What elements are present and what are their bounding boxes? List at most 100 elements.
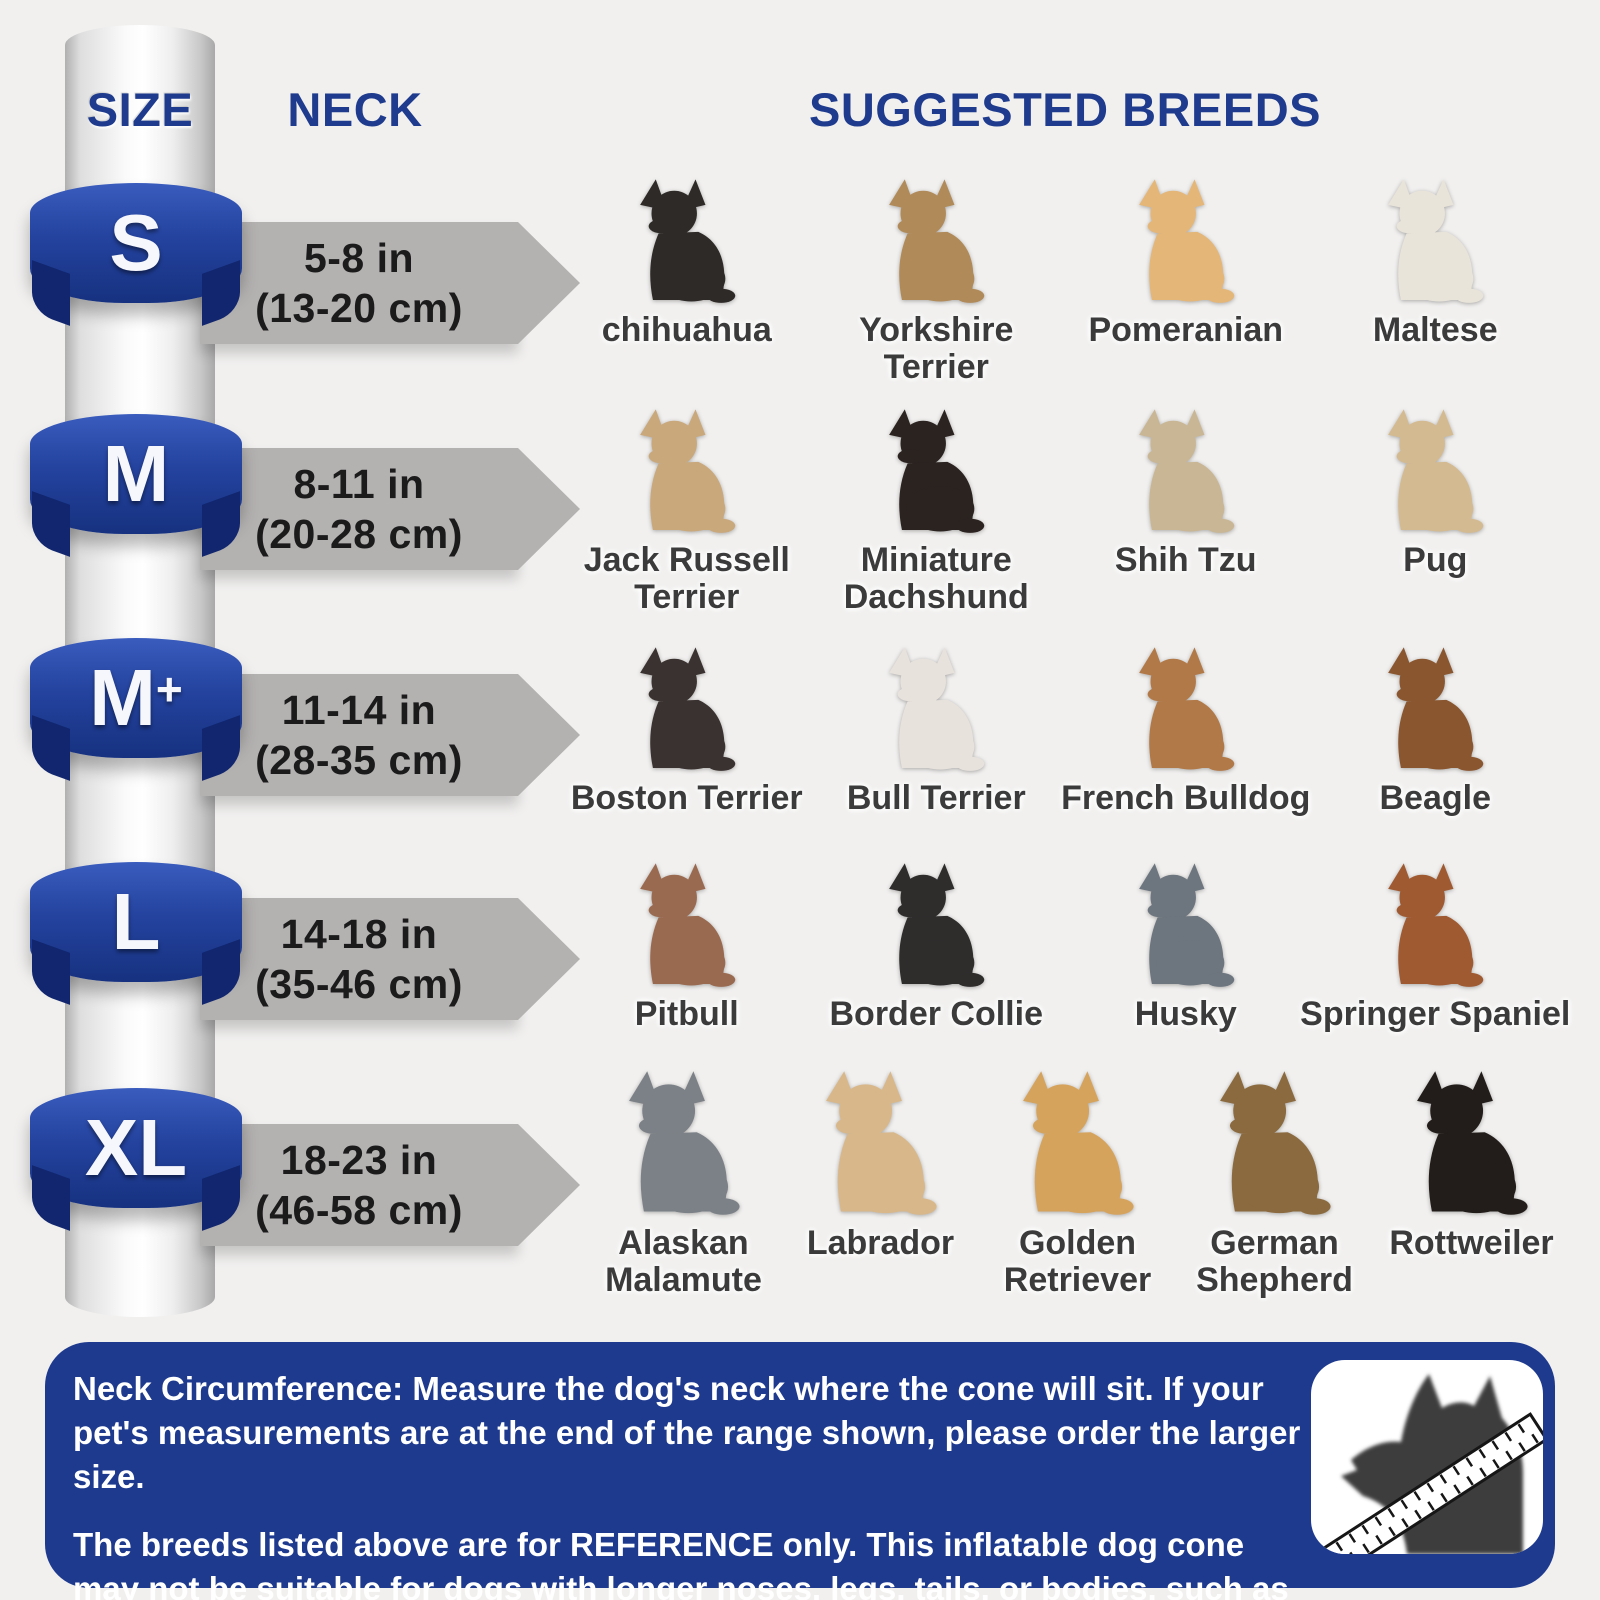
neck-range-arrow-m-plus: 11-14 in (28-35 cm)	[200, 674, 580, 796]
column-header-suggested-breeds: SUGGESTED BREEDS	[808, 83, 1322, 136]
column-header-neck: NECK	[287, 83, 423, 136]
dog-silhouette-icon	[616, 168, 758, 310]
neck-range-in: 5-8 in	[303, 234, 415, 281]
breed-name: Maltese	[1372, 311, 1498, 349]
size-band-s: S	[30, 183, 242, 303]
dog-silhouette-icon	[865, 398, 1007, 540]
size-letter-sup: +	[155, 663, 183, 715]
size-letter: M	[103, 434, 170, 514]
dog-silhouette-icon	[1115, 398, 1257, 540]
size-letter: XL	[85, 1108, 187, 1188]
size-letter: S	[109, 203, 162, 283]
breed-item: Maltese	[1311, 168, 1561, 387]
neck-range-arrow-s: 5-8 in (13-20 cm)	[200, 222, 580, 344]
size-letter-text: M	[89, 653, 156, 742]
breed-item: Springer Spaniel	[1300, 852, 1570, 1033]
breed-name: Jack Russell Terrier	[583, 541, 790, 617]
neck-measure-illustration	[1311, 1360, 1543, 1554]
neck-range-cm: (46-58 cm)	[255, 1187, 463, 1233]
breed-row-m-plus: Boston Terrier Bull Terrier French Bulld…	[562, 636, 1560, 817]
breed-name: chihuahua	[601, 311, 772, 349]
dog-neck-measure-icon	[1311, 1374, 1543, 1554]
breed-row-l: Pitbull Border Collie Husky Springer Spa…	[562, 852, 1570, 1033]
breed-name: Bull Terrier	[846, 779, 1026, 817]
breed-row-s: chihuahua Yorkshire Terrier Pomeranian M…	[562, 168, 1560, 387]
breed-item: Shih Tzu	[1061, 398, 1311, 617]
column-header-size: SIZE	[86, 83, 194, 136]
dog-silhouette-icon	[995, 1058, 1160, 1223]
breed-name: Husky	[1134, 995, 1237, 1033]
breed-name: French Bulldog	[1061, 779, 1311, 817]
neck-range-cm: (20-28 cm)	[255, 511, 463, 557]
breed-item: Beagle	[1311, 636, 1561, 817]
breed-row-xl: Alaskan Malamute Labrador Golden Retriev…	[585, 1058, 1570, 1300]
breed-name: Rottweiler	[1389, 1224, 1554, 1262]
breed-name: Alaskan Malamute	[605, 1224, 762, 1300]
breed-name: German Shepherd	[1196, 1224, 1353, 1300]
breed-item: chihuahua	[562, 168, 812, 387]
footer-paragraph-reference-note: The breeds listed above are for REFERENC…	[73, 1525, 1289, 1600]
size-band-m-plus: M+	[30, 638, 242, 758]
dog-silhouette-icon	[616, 852, 758, 994]
size-letter-text: M	[102, 429, 170, 518]
neck-range-in: 18-23 in	[280, 1136, 438, 1183]
size-band-m: M	[30, 414, 242, 534]
dog-silhouette-icon	[1364, 852, 1506, 994]
breed-item: Jack Russell Terrier	[562, 398, 812, 617]
size-band-l: L	[30, 862, 242, 982]
breed-item: Labrador	[782, 1058, 979, 1300]
breed-name: Shih Tzu	[1114, 541, 1257, 579]
dog-silhouette-icon	[1115, 852, 1257, 994]
dog-silhouette-icon	[601, 1058, 766, 1223]
dog-silhouette-icon	[1389, 1058, 1554, 1223]
breed-item: Pitbull	[562, 852, 812, 1033]
breed-item: Pomeranian	[1061, 168, 1311, 387]
dog-silhouette-icon	[616, 398, 758, 540]
breed-name: Border Collie	[829, 995, 1043, 1033]
dog-silhouette-icon	[616, 636, 758, 778]
size-letter-text: L	[111, 877, 161, 966]
breed-item: Boston Terrier	[562, 636, 812, 817]
breed-name: Boston Terrier	[570, 779, 803, 817]
breed-item: French Bulldog	[1061, 636, 1311, 817]
size-letter-text: XL	[84, 1103, 188, 1192]
breed-item: Alaskan Malamute	[585, 1058, 782, 1300]
breed-item: Border Collie	[812, 852, 1062, 1033]
footer-panel: Neck Circumference: Measure the dog's ne…	[45, 1342, 1555, 1600]
breed-name: Pomeranian	[1088, 311, 1284, 349]
breed-row-m: Jack Russell Terrier Miniature Dachshund…	[562, 398, 1560, 617]
neck-range-arrow-l: 14-18 in (35-46 cm)	[200, 898, 580, 1020]
dog-silhouette-icon	[1115, 636, 1257, 778]
breed-name: Yorkshire Terrier	[859, 311, 1014, 387]
dog-silhouette-icon	[1364, 398, 1506, 540]
breed-name: Golden Retriever	[1003, 1224, 1152, 1300]
breed-item: German Shepherd	[1176, 1058, 1373, 1300]
breed-item: Yorkshire Terrier	[812, 168, 1062, 387]
breed-name: Springer Spaniel	[1300, 995, 1571, 1033]
size-letter-text: S	[109, 198, 163, 287]
breed-item: Pug	[1311, 398, 1561, 617]
size-letter: M+	[89, 658, 183, 738]
dog-silhouette-icon	[1115, 168, 1257, 310]
size-letter: L	[112, 882, 161, 962]
neck-range-cm: (28-35 cm)	[255, 737, 463, 783]
neck-range-in: 14-18 in	[280, 910, 438, 957]
breed-item: Bull Terrier	[812, 636, 1062, 817]
dog-silhouette-icon	[865, 852, 1007, 994]
breed-item: Miniature Dachshund	[812, 398, 1062, 617]
dog-silhouette-icon	[865, 636, 1007, 778]
dog-silhouette-icon	[1364, 636, 1506, 778]
breed-name: Beagle	[1379, 779, 1492, 817]
dog-silhouette-icon	[1192, 1058, 1357, 1223]
neck-range-in: 8-11 in	[293, 460, 425, 507]
breed-item: Husky	[1061, 852, 1311, 1033]
breed-item: Rottweiler	[1373, 1058, 1570, 1300]
neck-range-cm: (13-20 cm)	[255, 285, 463, 331]
neck-range-in: 11-14 in	[281, 686, 437, 733]
breed-name: Miniature Dachshund	[843, 541, 1029, 617]
neck-range-arrow-xl: 18-23 in (46-58 cm)	[200, 1124, 580, 1246]
neck-range-cm: (35-46 cm)	[255, 961, 463, 1007]
breed-name: Pitbull	[634, 995, 739, 1033]
breed-name: Labrador	[806, 1224, 955, 1262]
